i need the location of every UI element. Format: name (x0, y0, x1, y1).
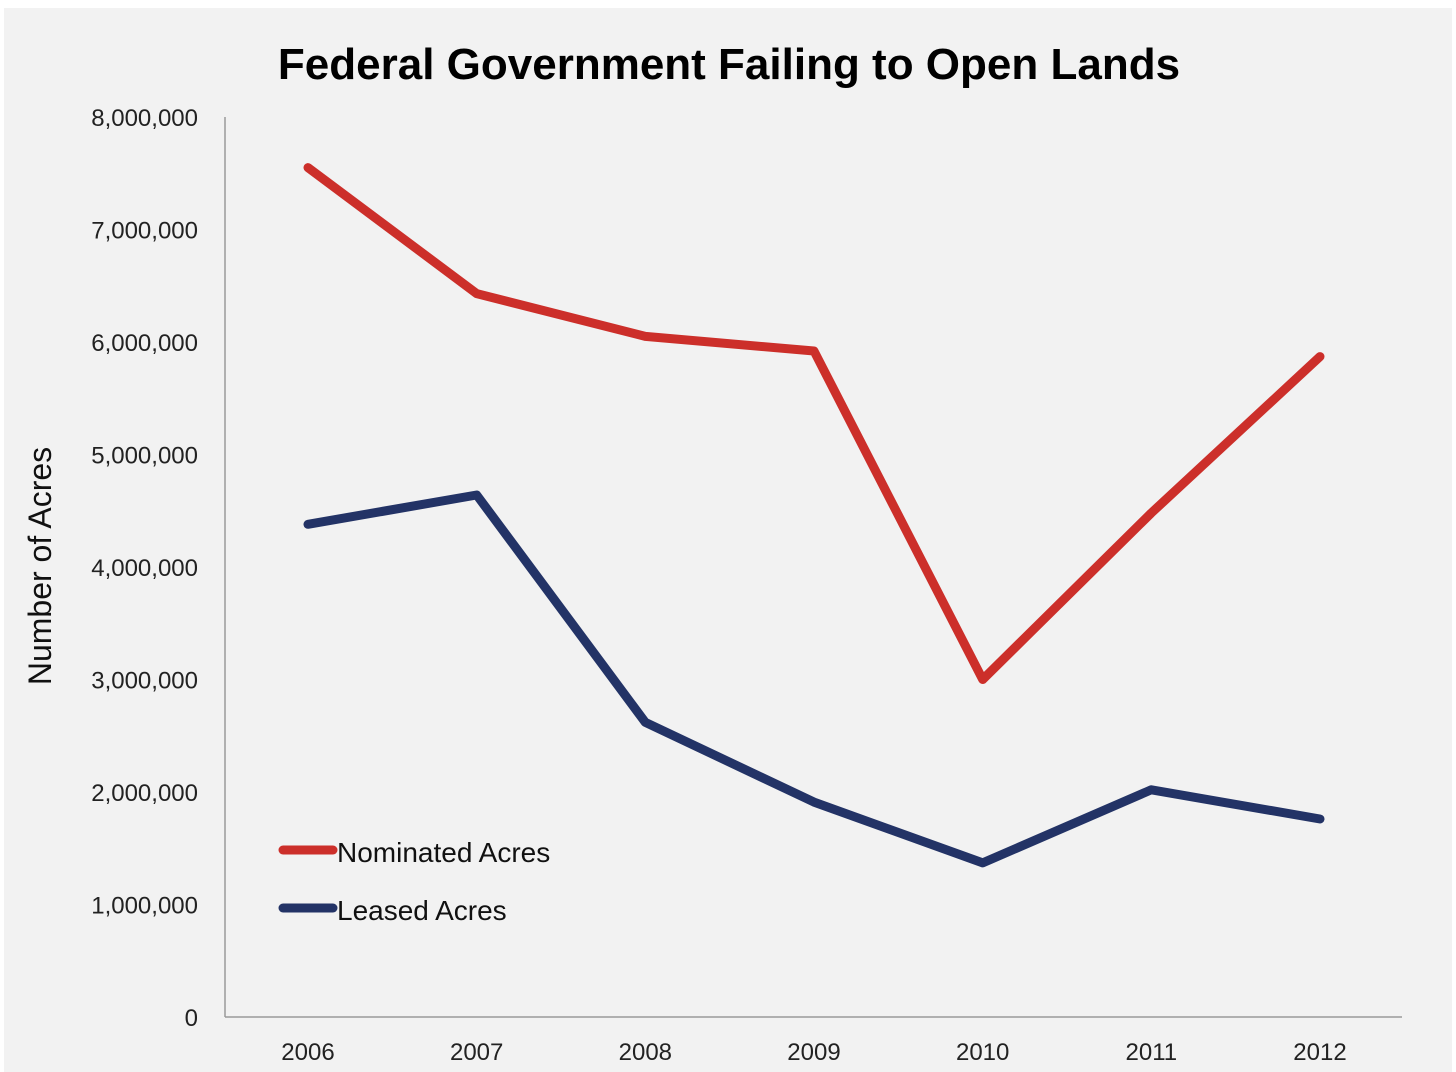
y-tick-label: 5,000,000 (91, 443, 198, 470)
data-point (982, 862, 984, 864)
x-tick-label: 2012 (1293, 1039, 1346, 1066)
chart-background (4, 8, 1452, 1072)
y-tick-label: 2,000,000 (91, 780, 198, 807)
data-point (1319, 818, 1321, 820)
x-tick-label: 2007 (450, 1039, 503, 1066)
legend: Nominated Acres Leased Acres (278, 837, 550, 926)
legend-label: Nominated Acres (337, 837, 550, 868)
series-lines (303, 163, 1325, 868)
data-point (1319, 356, 1321, 358)
x-tick-label: 2010 (956, 1039, 1009, 1066)
data-point (1150, 512, 1152, 514)
y-tick-label: 4,000,000 (91, 555, 198, 582)
data-point (476, 494, 478, 496)
y-tick-label: 8,000,000 (91, 105, 198, 132)
x-tick-label: 2008 (619, 1039, 672, 1066)
data-point (476, 293, 478, 295)
y-axis-label: Number of Acres (22, 447, 58, 685)
legend-label: Leased Acres (337, 895, 507, 926)
series-line-nominated (303, 163, 1325, 684)
y-tick-label: 1,000,000 (91, 893, 198, 920)
y-tick-labels: 0 1,000,000 2,000,000 3,000,000 4,000,000 5,0… (91, 105, 198, 1032)
data-point (813, 350, 815, 352)
y-tick-label: 3,000,000 (91, 668, 198, 695)
data-point (307, 167, 309, 169)
data-point (1150, 789, 1152, 791)
x-tick-label: 2006 (281, 1039, 334, 1066)
data-point (307, 523, 309, 525)
x-tick-label: 2011 (1126, 1039, 1178, 1066)
data-point (982, 679, 984, 680)
data-point (813, 801, 815, 803)
y-tick-label: 6,000,000 (91, 330, 198, 357)
y-tick-label: 7,000,000 (91, 218, 198, 245)
x-tick-labels: 2006 2007 2008 2009 2010 2011 2012 (281, 1039, 1346, 1066)
x-tick-label: 2009 (787, 1039, 840, 1066)
series-line-leased (303, 490, 1325, 868)
y-tick-label: 0 (185, 1005, 198, 1032)
data-point (644, 335, 646, 337)
data-point (644, 721, 646, 723)
chart-title: Federal Government Failing to Open Lands (278, 40, 1180, 89)
